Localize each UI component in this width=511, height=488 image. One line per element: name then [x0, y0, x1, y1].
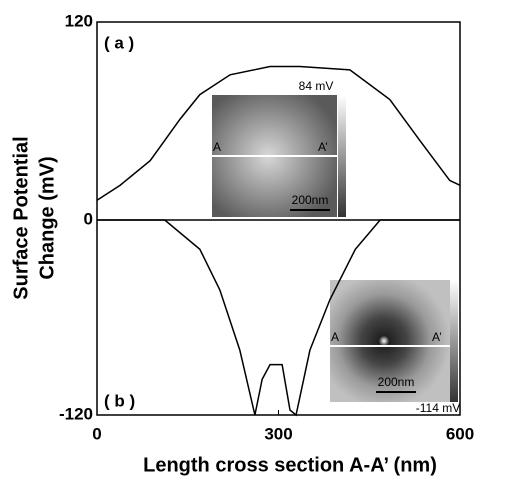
y-axis-label: Change (mV): [36, 156, 58, 279]
colorbar: [338, 95, 346, 217]
panel-label: ( a ): [104, 33, 134, 52]
section-end: A’: [318, 140, 328, 154]
x-tick-label: 0: [92, 424, 101, 443]
x-tick-label: 600: [446, 424, 474, 443]
scale-label: 200nm: [378, 375, 415, 389]
colorbar: [450, 280, 458, 402]
chart: 84 mV A A’ 200nm -114 mV A A’ 200nm ( a …: [0, 0, 511, 483]
scale-label: 200nm: [292, 193, 329, 207]
y-tick-label: -120: [59, 404, 93, 423]
y-tick-label: 120: [65, 11, 93, 30]
colorbar-label: -114 mV: [416, 401, 460, 415]
x-axis-label: Length cross section A-A’ (nm): [143, 454, 437, 476]
x-tick-label: 300: [264, 424, 292, 443]
section-end: A’: [432, 330, 442, 344]
colorbar-label: 84 mV: [299, 79, 334, 93]
y-tick-label: 0: [84, 209, 93, 228]
section-start: A: [331, 330, 339, 344]
section-start: A: [213, 140, 221, 154]
panel-label: ( b ): [104, 391, 135, 410]
y-axis-label: Surface Potential: [10, 136, 32, 299]
page: {"chart_data": [ {"type": "line", "panel…: [0, 0, 511, 488]
